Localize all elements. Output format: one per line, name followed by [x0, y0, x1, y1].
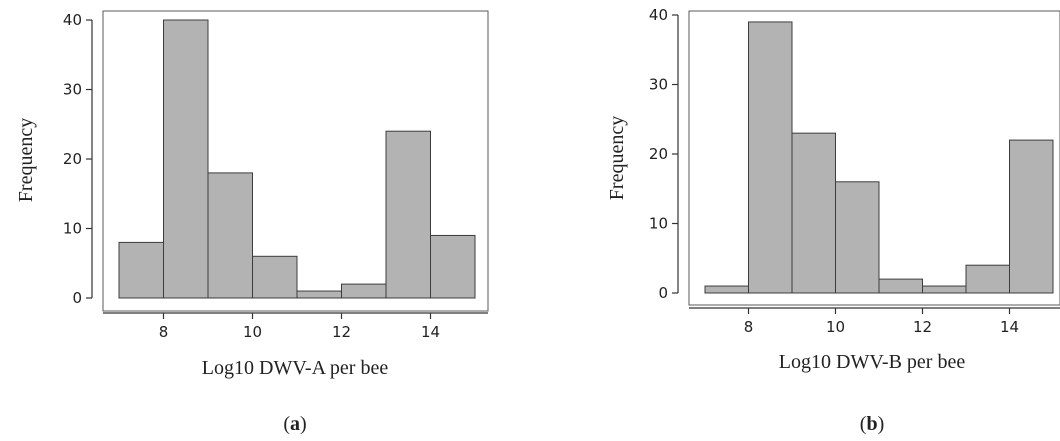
x-ticks: 8 10 12 14: [159, 313, 440, 341]
histogram-bar: [704, 285, 749, 294]
y-tick-label: 10: [63, 220, 82, 238]
histogram-bar: [252, 255, 298, 299]
x-tick-label: 12: [913, 318, 932, 336]
y-axis-label: Frequency: [606, 116, 628, 200]
x-tick-label: 10: [826, 318, 845, 336]
histogram-bar: [835, 181, 880, 294]
y-tick-label: 30: [63, 81, 82, 99]
panel-label-b: (b): [860, 413, 884, 435]
y-ticks: 0 10 20 30 40: [63, 11, 92, 307]
y-tick-label: 30: [649, 76, 668, 94]
x-axis-label: Log10 DWV-A per bee: [202, 357, 389, 379]
histogram-bar: [791, 132, 836, 294]
y-tick-label: 20: [649, 145, 668, 163]
histogram-bar: [385, 130, 431, 299]
histogram-bar: [878, 278, 923, 294]
y-tick-label: 10: [649, 215, 668, 233]
histogram-bar: [748, 21, 793, 294]
plot-frame: [688, 10, 1060, 306]
x-axis-label: Log10 DWV-B per bee: [779, 351, 966, 373]
x-tick-label: 10: [243, 323, 262, 341]
histogram-bar: [922, 285, 967, 294]
histogram-bar: [430, 234, 476, 299]
x-tick-label: 12: [332, 323, 351, 341]
histogram-panel-a: 8 10 12 14 0 10 20 30 40 Log10 DWV-A per bee Fr…: [15, 10, 489, 435]
histogram-bar: [1009, 139, 1054, 294]
panel-letter-b: b: [866, 413, 877, 435]
bars-group: [118, 19, 476, 299]
y-tick-label: 0: [658, 284, 668, 302]
histogram-bar: [118, 241, 164, 299]
plot-frame: [102, 10, 489, 312]
panel-label-a: (a): [283, 413, 306, 435]
y-tick-label: 20: [63, 150, 82, 168]
histogram-bar: [296, 290, 342, 299]
y-tick-label: 40: [649, 6, 668, 24]
histogram-panel-b: 8 10 12 14 0 10 20 30 40 Log10 DWV-B per bee Fr…: [606, 6, 1060, 435]
bars-group: [704, 21, 1054, 294]
x-ticks: 8 10 12 14: [744, 308, 1019, 336]
histogram-bar: [207, 172, 253, 299]
x-tick-label: 14: [421, 323, 440, 341]
y-ticks: 0 10 20 30 40: [649, 6, 678, 302]
panel-letter-a: a: [290, 413, 300, 435]
y-tick-label: 40: [63, 11, 82, 29]
x-tick-label: 14: [1000, 318, 1019, 336]
x-tick-label: 8: [159, 323, 169, 341]
y-axis-label: Frequency: [15, 118, 37, 202]
histogram-bar: [965, 264, 1010, 294]
x-tick-label: 8: [744, 318, 754, 336]
histogram-bar: [341, 283, 387, 299]
histogram-bar: [163, 19, 209, 299]
y-tick-label: 0: [72, 289, 82, 307]
